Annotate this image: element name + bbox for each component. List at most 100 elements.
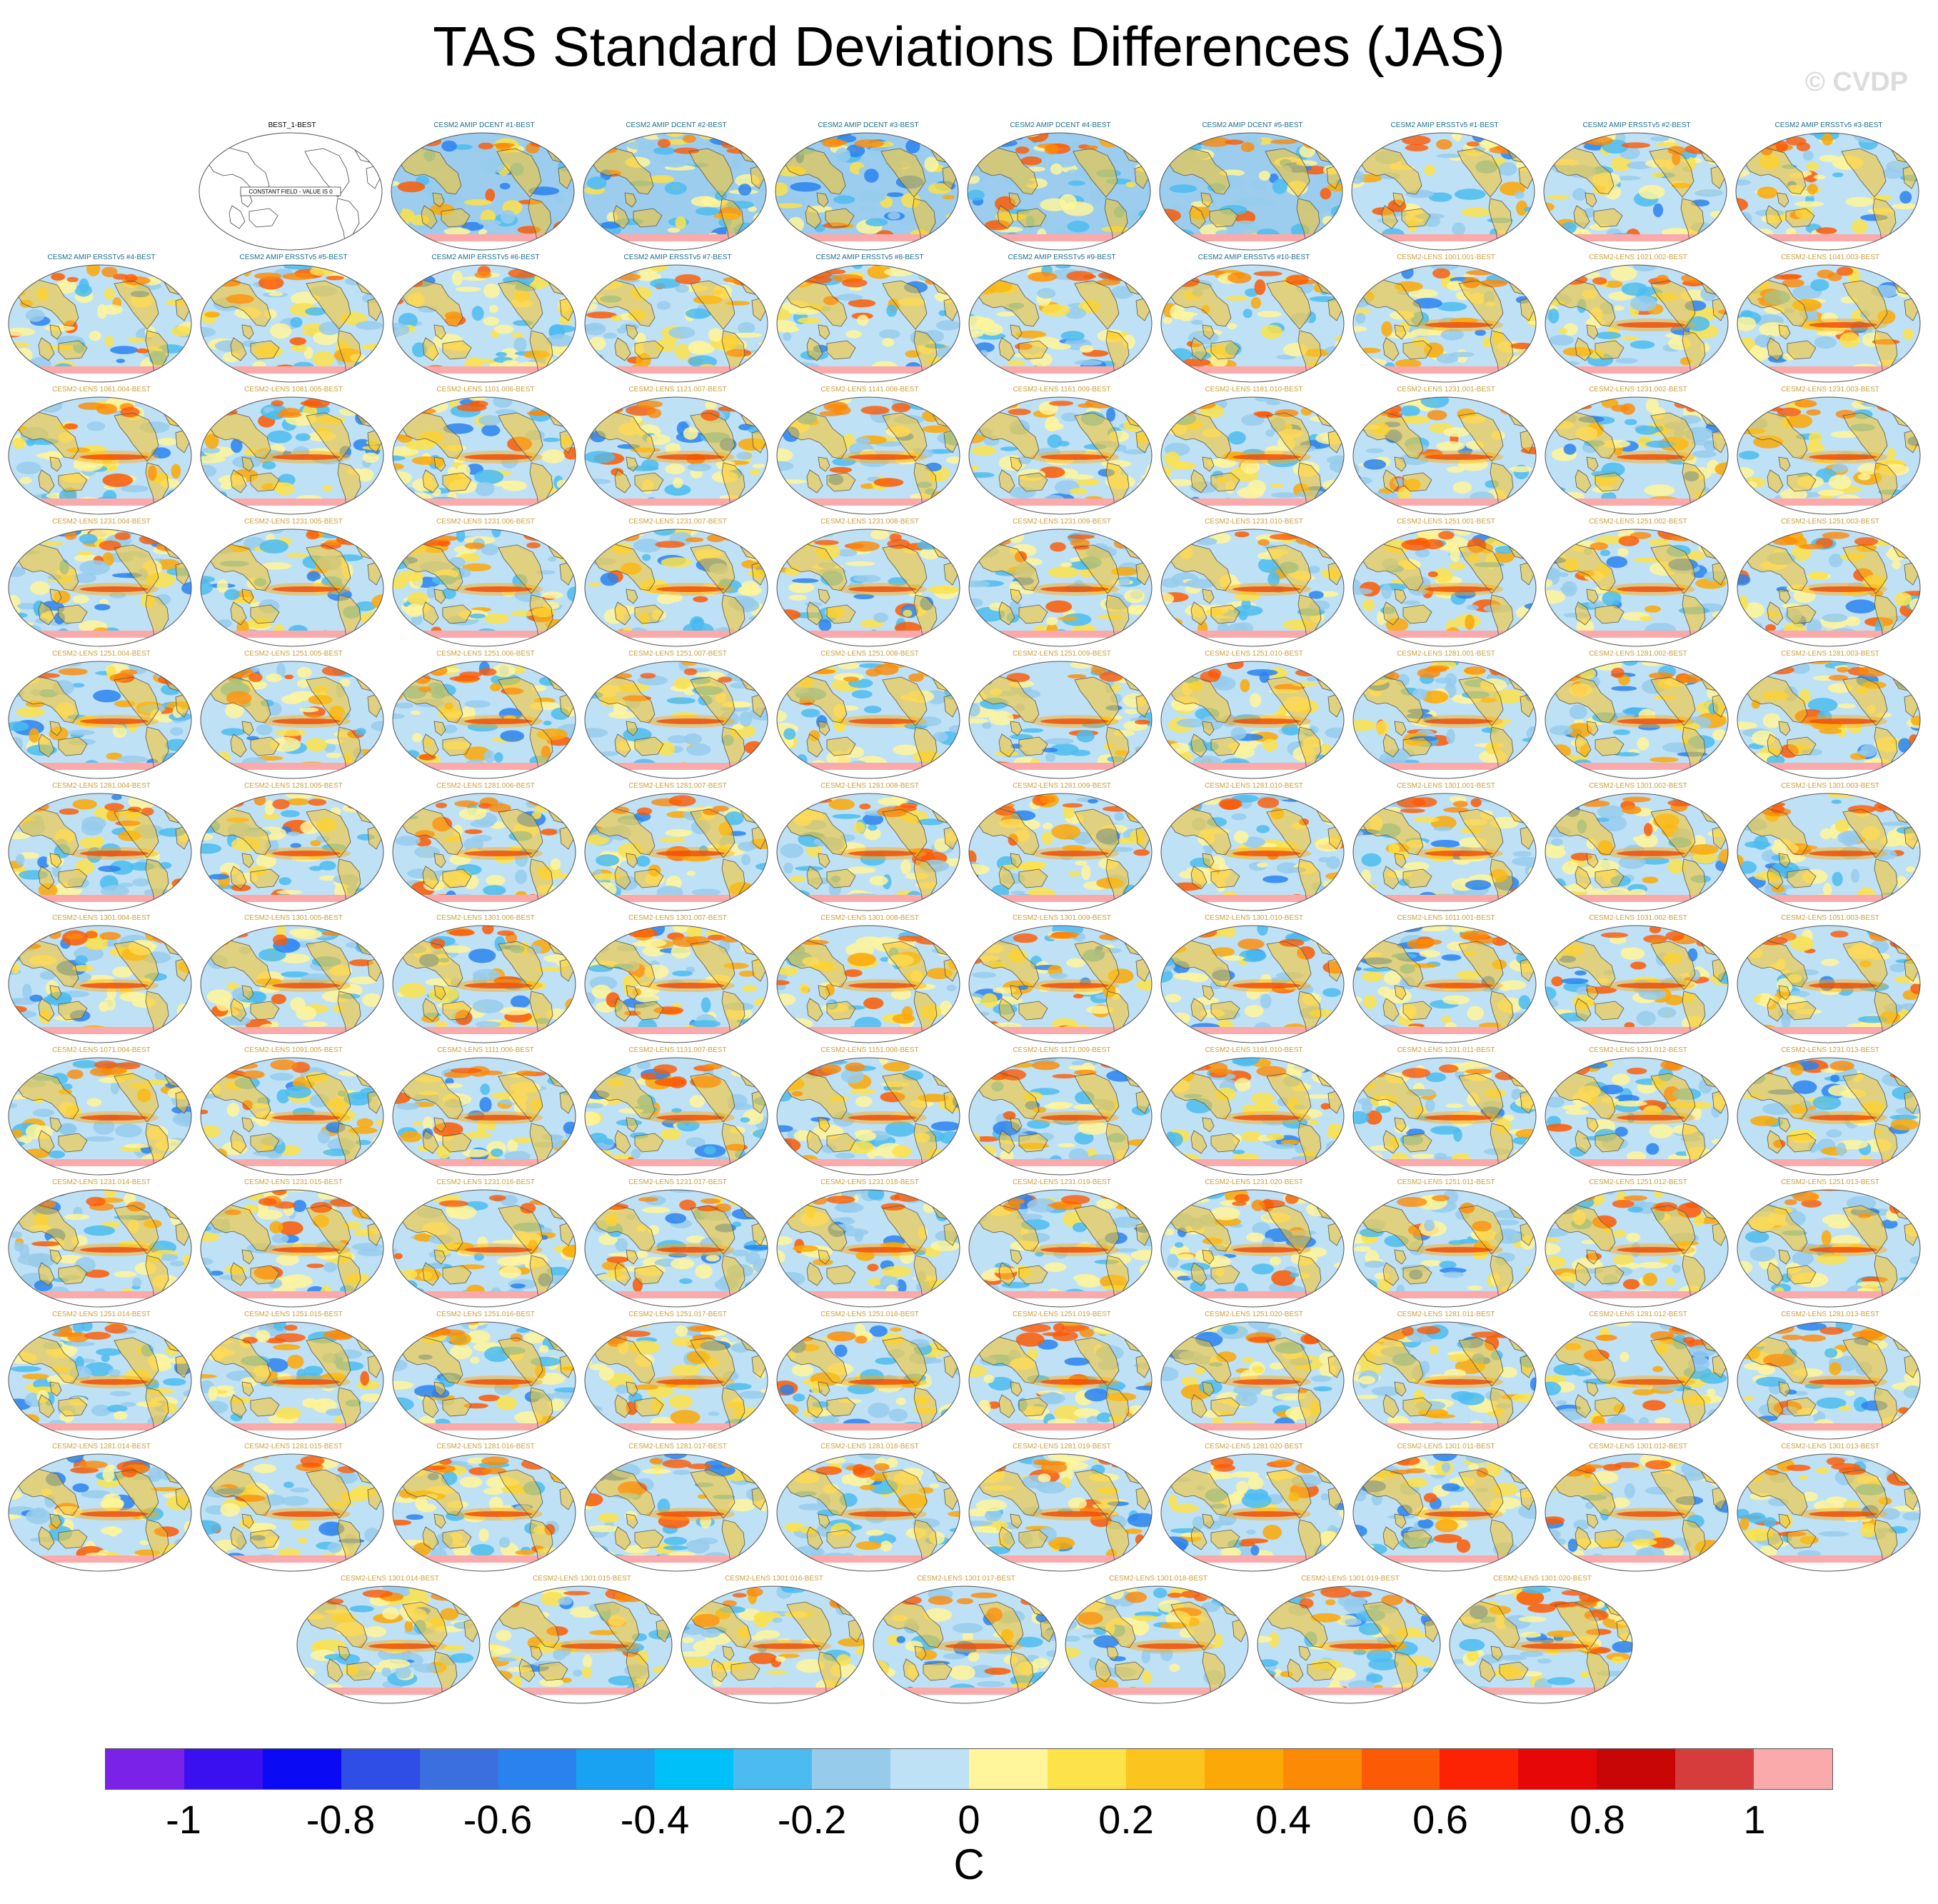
anomaly-patch (1610, 156, 1632, 171)
map-outline (199, 132, 383, 251)
anomaly-patch (750, 668, 762, 681)
map-panel: CESM2 AMIP ERSSTv5 #2-BEST (1541, 121, 1732, 253)
land-shading (827, 473, 855, 491)
land-shading (1383, 602, 1399, 625)
anomaly-patch (1737, 574, 1751, 586)
anomaly-patch (1399, 454, 1430, 466)
high-latitude-anomaly (456, 404, 487, 412)
anomaly-patch (777, 366, 783, 375)
world-map (200, 793, 384, 911)
anomaly-patch (1135, 719, 1150, 725)
anomaly-patch (373, 896, 383, 906)
anomaly-patch (1285, 529, 1310, 533)
anomaly-patch (1258, 171, 1270, 181)
anomaly-patch (752, 464, 765, 469)
anomaly-patch (1554, 534, 1577, 543)
anomaly-patch (1123, 666, 1137, 680)
anomaly-patch (1240, 678, 1250, 693)
high-latitude-anomaly (1837, 666, 1850, 673)
anomaly-patch (1381, 583, 1392, 599)
anomaly-patch (1163, 317, 1173, 324)
anomaly-patch (1753, 370, 1778, 382)
anomaly-patch (359, 397, 383, 403)
anomaly-patch (356, 321, 383, 330)
high-latitude-anomaly (1095, 279, 1120, 286)
high-latitude-anomaly (253, 272, 282, 280)
anomaly-patch (775, 182, 788, 196)
land-shading (1787, 341, 1816, 359)
anomaly-patch (1845, 196, 1874, 207)
anomaly-patch (1427, 571, 1438, 578)
panel-title: CESM2-LENS 1251.007-BEST (628, 650, 727, 658)
high-latitude-anomaly (1806, 409, 1821, 416)
anomaly-patch (1174, 529, 1191, 539)
anomaly-patch (787, 531, 796, 540)
map-panel: CESM2-LENS 1251.009-BEST (966, 650, 1158, 781)
anomaly-patch (289, 337, 307, 346)
anomaly-patch (338, 407, 361, 416)
anomaly-patch (928, 585, 959, 594)
anomaly-patch (523, 531, 551, 541)
anomaly-patch (585, 492, 598, 501)
anomaly-patch (1902, 328, 1914, 341)
anomaly-patch (976, 531, 1000, 546)
map-outline (1159, 132, 1343, 251)
anomaly-patch (94, 603, 111, 611)
anomaly-patch (561, 219, 571, 230)
map-outline (8, 396, 192, 515)
land-shading (14, 543, 79, 591)
land-shading (1019, 341, 1048, 359)
world-map (1352, 528, 1537, 647)
world-map (1543, 132, 1727, 251)
anomaly-patch (467, 722, 498, 732)
high-latitude-anomaly (1690, 535, 1719, 545)
high-latitude-anomaly (1405, 144, 1429, 151)
anomaly-patch (969, 663, 990, 673)
anomaly-patch (102, 474, 133, 487)
high-latitude-anomaly (1188, 400, 1216, 409)
anomaly-patch (1260, 324, 1282, 339)
anomaly-patch (1160, 136, 1187, 147)
anomaly-patch (201, 498, 226, 510)
map-panel: CESM2 AMIP ERSSTv5 #10-BEST (1158, 254, 1350, 385)
anomaly-patch (1171, 265, 1200, 273)
anomaly-patch (1045, 600, 1073, 613)
land-shading (1682, 727, 1705, 770)
anomaly-patch (483, 316, 500, 326)
land-shading (1265, 149, 1310, 197)
coastline (826, 340, 856, 360)
anomaly-patch (1844, 616, 1861, 626)
coastline (241, 324, 254, 340)
map-panel: CESM2 AMIP DCENT #2-BEST (581, 121, 772, 253)
anomaly-patch (174, 511, 185, 514)
land-shading (1402, 209, 1430, 227)
anomaly-patch (968, 242, 988, 250)
land-shading (498, 281, 543, 329)
world-map (392, 661, 576, 779)
land-shading (1550, 147, 1614, 194)
anomaly-patch (1548, 309, 1560, 324)
anomaly-patch (9, 904, 24, 911)
map-outline (584, 396, 768, 515)
coastline (14, 411, 79, 459)
anomaly-patch (1450, 317, 1479, 324)
high-latitude-anomaly (734, 666, 762, 673)
anomaly-patch (1165, 373, 1193, 382)
high-latitude-anomaly (326, 276, 345, 281)
land-shading (975, 411, 1039, 459)
anomaly-patch (777, 461, 794, 471)
land-shading (114, 677, 159, 726)
high-latitude-anomaly (1161, 663, 1190, 674)
anomaly-patch (1353, 133, 1377, 144)
equatorial-band (1040, 586, 1109, 592)
world-map (1351, 132, 1535, 251)
high-latitude-anomaly (673, 147, 700, 154)
high-latitude-anomaly (1427, 410, 1447, 421)
land-shading (59, 869, 87, 888)
high-latitude-anomaly (1200, 671, 1220, 683)
anomaly-patch (221, 793, 233, 801)
anomaly-patch (221, 728, 246, 736)
anomaly-patch (1191, 319, 1203, 325)
anomaly-patch (231, 439, 243, 454)
anomaly-patch (969, 409, 983, 418)
